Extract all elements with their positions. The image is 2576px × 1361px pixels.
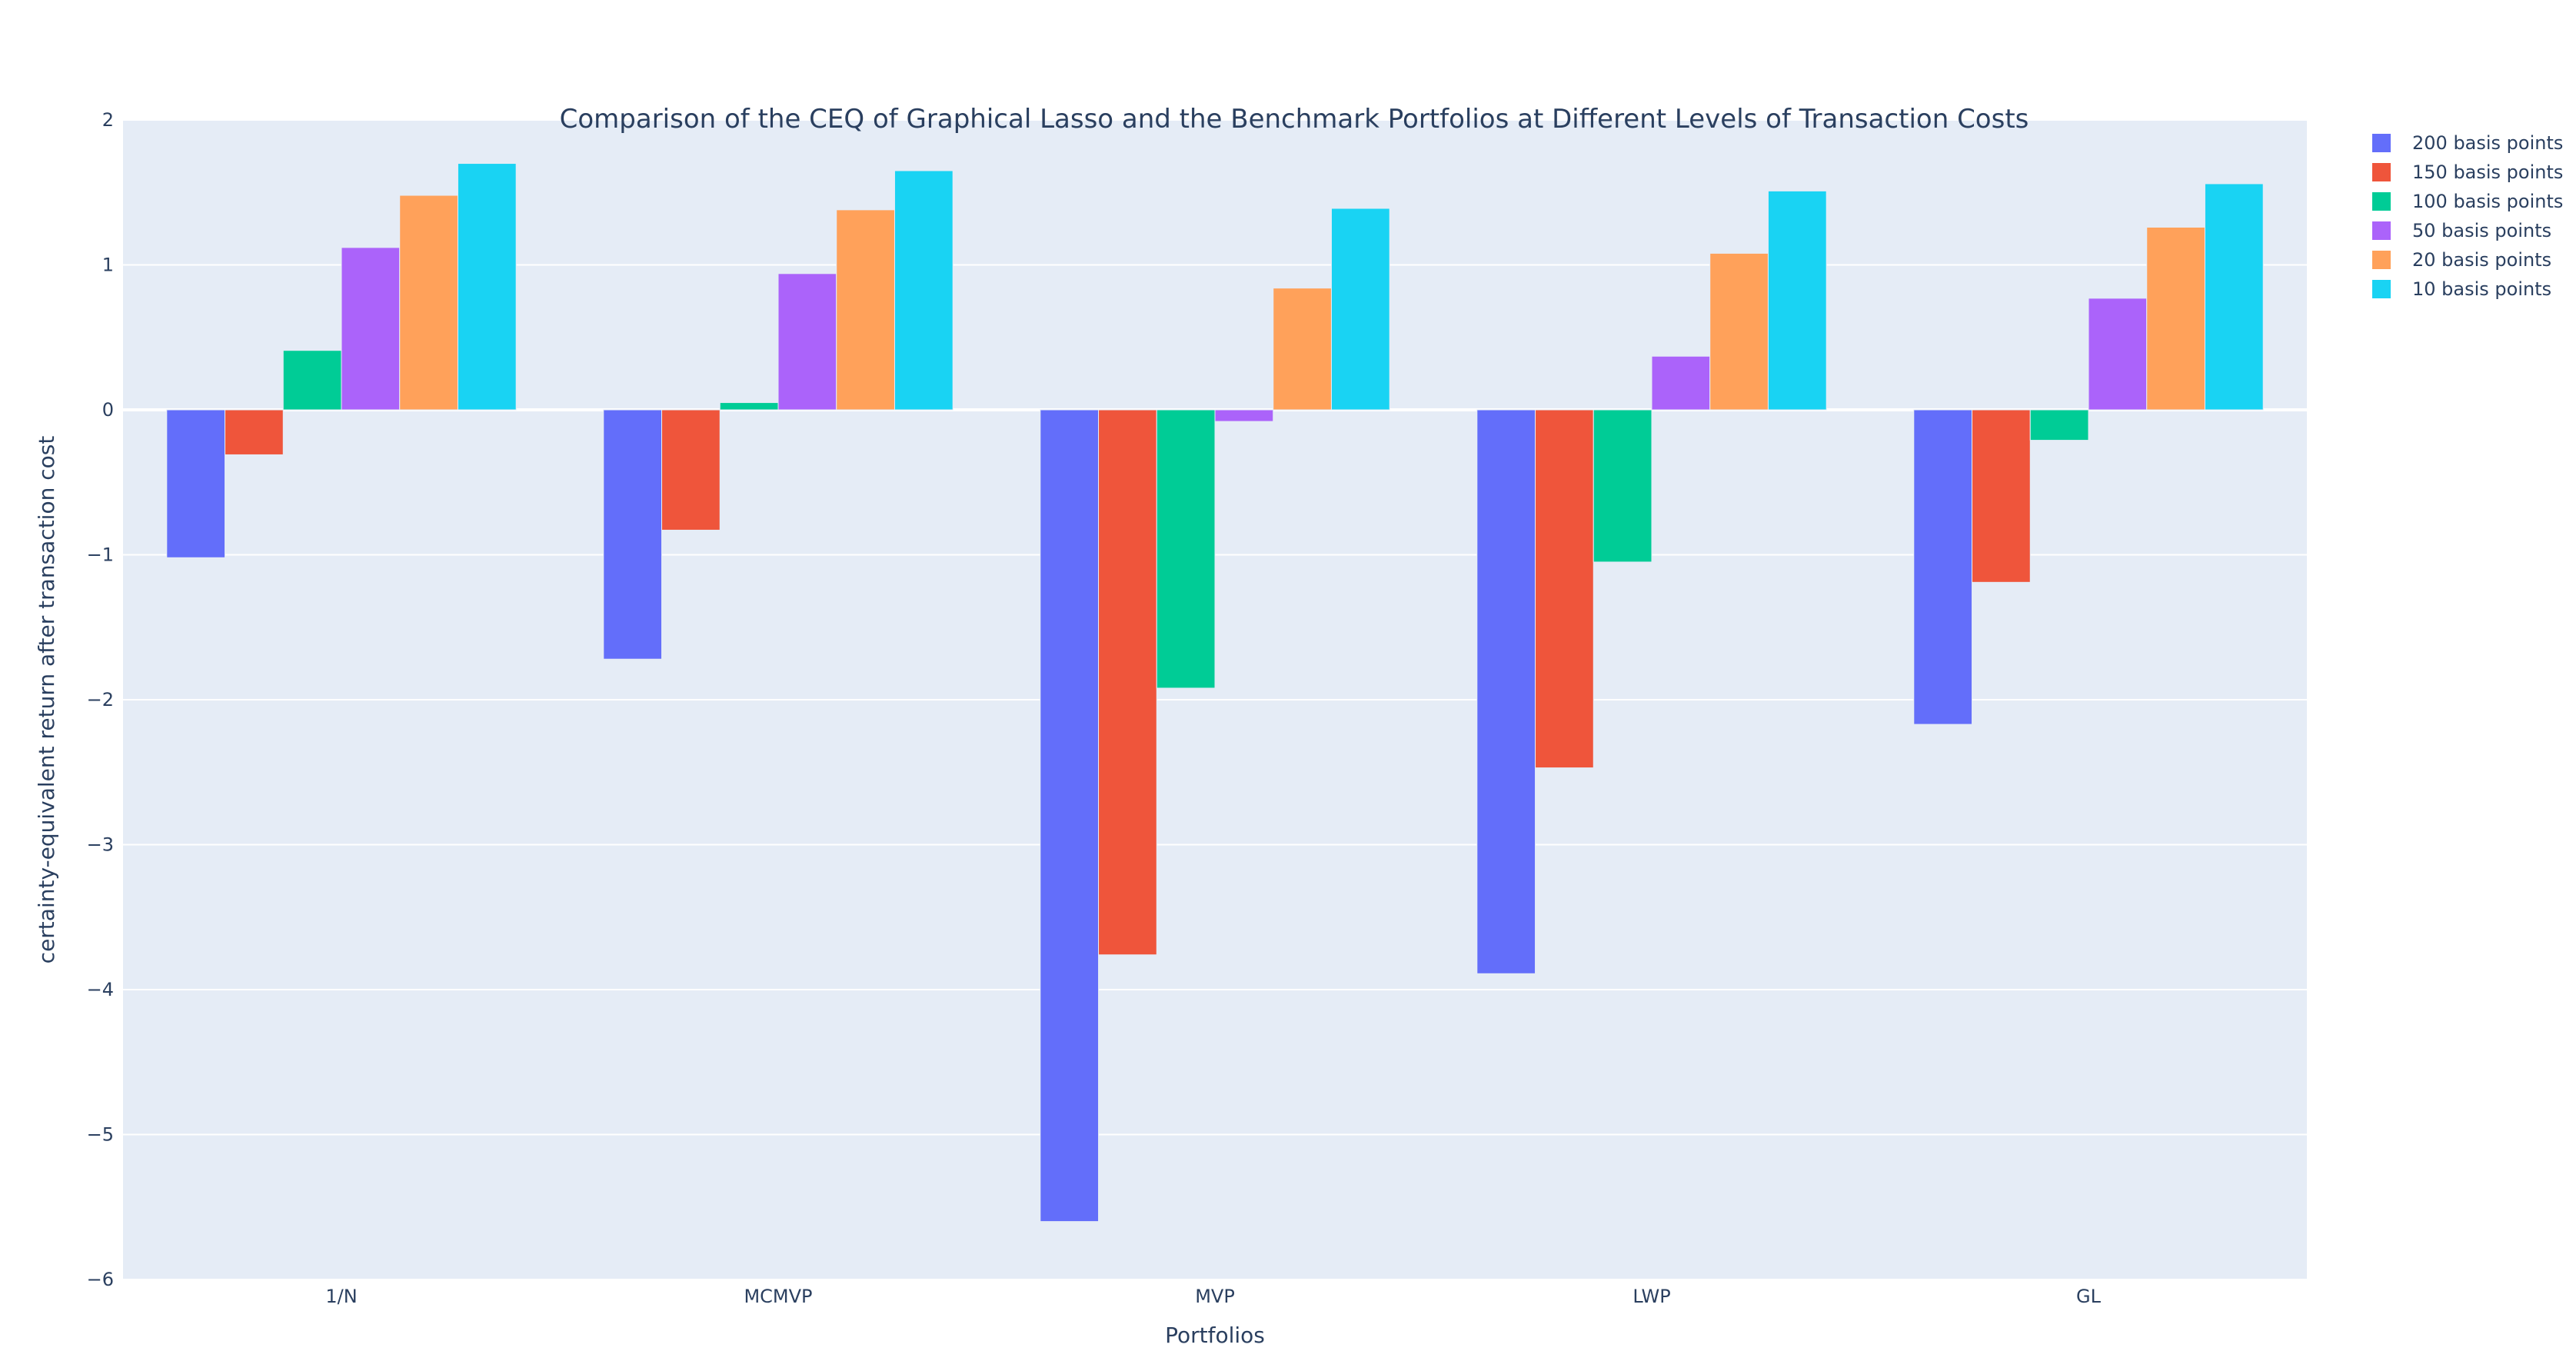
bar — [1709, 252, 1769, 411]
x-axis-title: Portfolios — [1165, 1323, 1265, 1348]
bar — [166, 409, 226, 558]
legend-label: 200 basis points — [2412, 132, 2563, 154]
legend-swatch — [2372, 280, 2391, 298]
legend-label: 100 basis points — [2412, 191, 2563, 212]
bar — [282, 350, 342, 411]
y-axis-ticks: 2 1 0 −1 −2 −3 −4 −5 −6 — [87, 109, 114, 1290]
legend-swatch — [2372, 163, 2391, 181]
legend-label: 20 basis points — [2412, 249, 2551, 271]
y-tick-label: 0 — [102, 399, 114, 421]
bar — [661, 409, 721, 531]
y-tick-label: −4 — [87, 979, 114, 1000]
x-axis-ticks: 1/N MCMVP MVP LWP GL — [325, 1286, 2101, 1307]
bar — [1156, 409, 1216, 689]
y-tick-label: 2 — [102, 109, 114, 131]
x-tick-label: MVP — [1195, 1286, 1235, 1307]
bar — [1273, 288, 1332, 411]
bar — [1651, 355, 1711, 411]
bar — [836, 209, 895, 411]
chart-title: Comparison of the CEQ of Graphical Lasso… — [560, 104, 2029, 135]
bar — [399, 195, 458, 411]
bar — [603, 409, 663, 660]
bar — [1913, 409, 1973, 725]
bar — [1535, 409, 1594, 769]
bar — [1476, 409, 1536, 974]
x-tick-label: 1/N — [325, 1286, 357, 1307]
bar — [2029, 409, 2089, 441]
y-axis-title: certainty-equivalent return after transa… — [34, 436, 59, 964]
bar — [457, 163, 517, 411]
legend-swatch — [2372, 251, 2391, 269]
legend: 200 basis points 150 basis points 100 basi… — [2372, 132, 2563, 300]
bar — [225, 409, 284, 455]
bar — [1330, 208, 1390, 411]
bars — [166, 163, 2264, 1223]
legend-swatch — [2372, 134, 2391, 152]
bar — [1767, 190, 1827, 411]
y-tick-label: −5 — [87, 1124, 114, 1146]
bar — [2088, 298, 2148, 411]
bar — [719, 402, 779, 411]
x-tick-label: MCMVP — [744, 1286, 812, 1307]
y-tick-label: −6 — [87, 1269, 114, 1290]
y-tick-label: −1 — [87, 544, 114, 566]
legend-swatch — [2372, 221, 2391, 240]
legend-label: 50 basis points — [2412, 220, 2551, 241]
bar — [2146, 226, 2205, 411]
bar — [1593, 409, 1652, 563]
y-tick-label: 1 — [102, 255, 114, 276]
bar — [2204, 183, 2264, 411]
legend-swatch — [2372, 192, 2391, 211]
y-tick-label: −2 — [87, 689, 114, 710]
x-tick-label: GL — [2076, 1286, 2102, 1307]
bar — [1098, 409, 1157, 956]
legend-label: 10 basis points — [2412, 278, 2551, 300]
bar — [1972, 409, 2031, 583]
bar — [777, 273, 837, 411]
y-tick-label: −3 — [87, 834, 114, 856]
x-tick-label: LWP — [1632, 1286, 1670, 1307]
bar — [1040, 409, 1100, 1223]
bar — [341, 247, 401, 411]
bar — [894, 170, 954, 411]
legend-label: 150 basis points — [2412, 161, 2563, 183]
bar — [1214, 409, 1274, 422]
